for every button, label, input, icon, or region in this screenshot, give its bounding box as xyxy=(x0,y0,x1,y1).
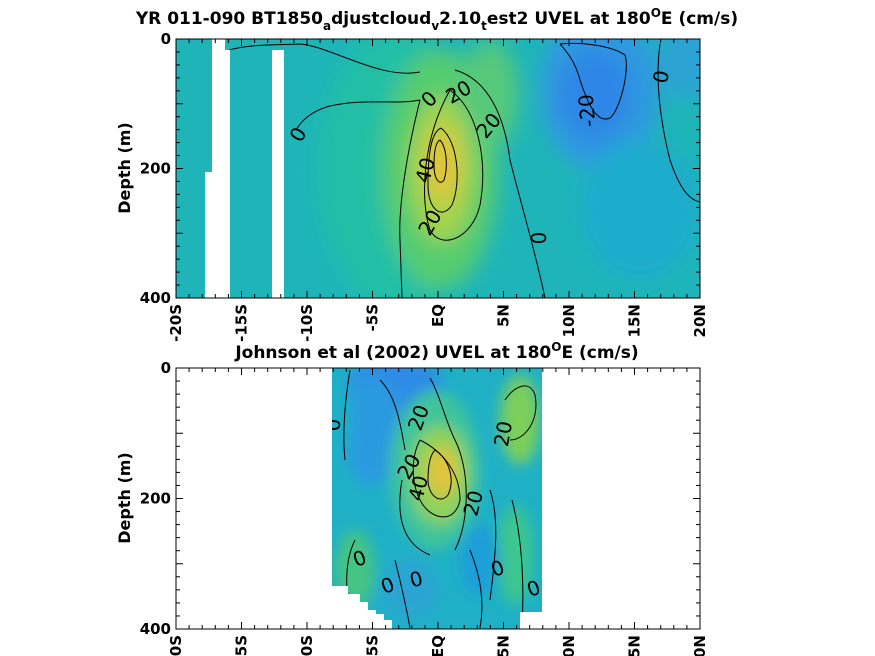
x-tick-label: EQ xyxy=(429,635,447,656)
top-x-ticks: -20S -15S -10S -5S EQ 5N 10N 15N 20N xyxy=(167,39,709,342)
contour-label: 0 xyxy=(407,566,426,592)
x-tick-label: 5N xyxy=(495,635,513,656)
bottom-x-ticks: -20S -15S -10S -5S EQ 5N 10N 15N 20N xyxy=(167,368,709,656)
x-tick-label: -15S xyxy=(233,304,251,342)
x-tick-label: 20N xyxy=(691,304,709,337)
bottom-title: Johnson et al (2002) UVEL at 180OE (cm/s… xyxy=(234,340,638,363)
top-title: YR 011-090 BT1850adjustcloudv2.10test2 U… xyxy=(135,6,738,33)
contour-label: 0 xyxy=(648,68,674,85)
x-tick-label: -5S xyxy=(364,304,382,331)
x-tick-label: 15N xyxy=(626,635,644,656)
x-tick-label: 15N xyxy=(626,304,644,337)
contour-label: -20 xyxy=(574,93,601,128)
y-tick-label: 400 xyxy=(140,620,171,638)
top-missing-data xyxy=(205,39,284,298)
bottom-missing-data xyxy=(332,586,542,629)
contour-label: 0 xyxy=(527,232,551,245)
x-tick-label: 5N xyxy=(495,304,513,327)
y-tick-label: 200 xyxy=(140,490,171,508)
top-contours xyxy=(228,42,700,298)
top-y-ticks: 0 200 400 xyxy=(140,30,700,307)
top-y-axis-label: Depth (m) xyxy=(115,122,134,214)
x-tick-label: -10S xyxy=(298,635,316,656)
x-tick-label: 10N xyxy=(560,304,578,337)
x-tick-label: -20S xyxy=(167,304,185,342)
x-tick-label: -15S xyxy=(233,635,251,656)
top-heatmap: 0 20 20 0 40 20 0 -20 0 xyxy=(176,39,700,298)
bottom-y-axis-label: Depth (m) xyxy=(115,452,134,544)
x-tick-label: -10S xyxy=(298,304,316,342)
y-tick-label: 400 xyxy=(140,289,171,307)
contour-label: 20 xyxy=(489,419,517,448)
x-tick-label: -5S xyxy=(364,635,382,656)
bottom-heatmap: 0 20 20 40 20 20 0 0 0 0 0 xyxy=(321,368,542,629)
x-tick-label: 10N xyxy=(560,635,578,656)
y-tick-label: 200 xyxy=(140,160,171,178)
x-tick-label: -20S xyxy=(167,635,185,656)
contour-label: 0 xyxy=(321,419,345,432)
top-panel: YR 011-090 BT1850adjustcloudv2.10test2 U… xyxy=(115,6,738,342)
bottom-contours xyxy=(343,369,537,629)
bottom-panel: Johnson et al (2002) UVEL at 180OE (cm/s… xyxy=(115,340,709,656)
x-tick-label: 20N xyxy=(691,635,709,656)
x-tick-label: EQ xyxy=(429,304,447,327)
y-tick-label: 0 xyxy=(161,359,171,377)
y-tick-label: 0 xyxy=(161,30,171,48)
